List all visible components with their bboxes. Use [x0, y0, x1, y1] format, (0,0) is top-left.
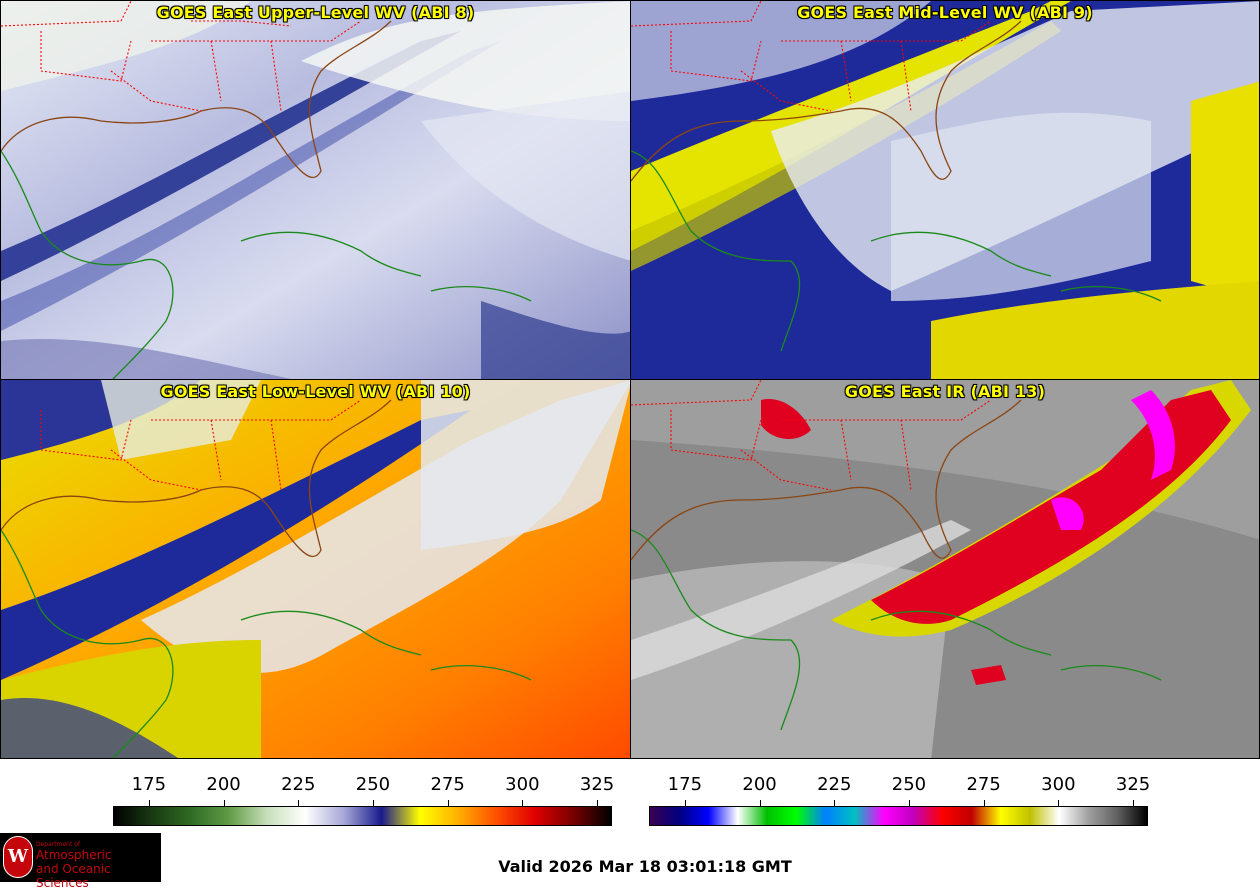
ir-image: [631, 380, 1259, 758]
wv-colorbar-tick-label: 225: [281, 774, 316, 795]
uw-seal-icon: W: [3, 836, 33, 878]
aos-logo: W Department of Atmospheric and Oceanic …: [0, 833, 161, 890]
wv-colorbar-tick-mark: [298, 800, 300, 806]
logo-line-1: Department of: [36, 841, 80, 848]
panel-title: GOES East Mid-Level WV (ABI 9): [797, 3, 1093, 22]
ir-colorbar-tick-label: 275: [966, 774, 1001, 795]
panel-title: GOES East IR (ABI 13): [844, 382, 1046, 401]
wv-colorbar-tick-mark: [223, 800, 225, 806]
ir-colorbar-tick-mark: [983, 800, 985, 806]
ir-colorbar-tick-label: 250: [891, 774, 927, 795]
wv-colorbar-tick-label: 250: [355, 774, 391, 795]
ir-colorbar-tick-label: 175: [667, 774, 703, 795]
panel-title: GOES East Upper-Level WV (ABI 8): [156, 3, 475, 22]
ir-colorbar-tick-mark: [1133, 800, 1135, 806]
wv-colorbar-tick-label: 325: [579, 774, 615, 795]
ir-colorbar-tick-label: 325: [1115, 774, 1151, 795]
panel-ir: GOES East IR (ABI 13): [630, 379, 1260, 759]
logo-line-2: Atmospheric: [36, 848, 112, 862]
wv-colorbar-tick-mark: [372, 800, 374, 806]
ir-colorbar-tick-label: 200: [742, 774, 777, 795]
wv-colorbar-gradient: [113, 806, 612, 826]
wv-colorbar-tick-label: 200: [206, 774, 241, 795]
panel-upper-level-wv: GOES East Upper-Level WV (ABI 8): [0, 0, 631, 380]
ir-colorbar-tick-mark: [834, 800, 836, 806]
wv-colorbar-tick-mark: [597, 800, 599, 806]
ir-colorbar-tick-label: 300: [1041, 774, 1076, 795]
upper-level-wv-image: [1, 1, 630, 379]
ir-colorbar-gradient: [649, 806, 1148, 826]
ir-colorbar-tick-mark: [759, 800, 761, 806]
panel-title: GOES East Low-Level WV (ABI 10): [160, 382, 471, 401]
mid-level-wv-image: [631, 1, 1259, 379]
wv-colorbar-tick-mark: [447, 800, 449, 806]
wv-colorbar-tick-label: 175: [131, 774, 167, 795]
low-level-wv-image: [1, 380, 630, 758]
wv-colorbar-tick-mark: [148, 800, 150, 806]
ir-colorbar-tick-mark: [1058, 800, 1060, 806]
ir-colorbar-tick-label: 225: [817, 774, 852, 795]
panel-low-level-wv: GOES East Low-Level WV (ABI 10): [0, 379, 631, 759]
wv-colorbar-tick-label: 300: [505, 774, 540, 795]
wv-colorbar-tick-mark: [522, 800, 524, 806]
ir-colorbar-tick-mark: [684, 800, 686, 806]
logo-line-3: and Oceanic Sciences: [36, 862, 111, 890]
wv-colorbar-tick-label: 275: [430, 774, 465, 795]
valid-time: Valid 2026 Mar 18 03:01:18 GMT: [498, 857, 792, 876]
ir-colorbar-tick-mark: [908, 800, 910, 806]
panel-mid-level-wv: GOES East Mid-Level WV (ABI 9): [630, 0, 1260, 380]
